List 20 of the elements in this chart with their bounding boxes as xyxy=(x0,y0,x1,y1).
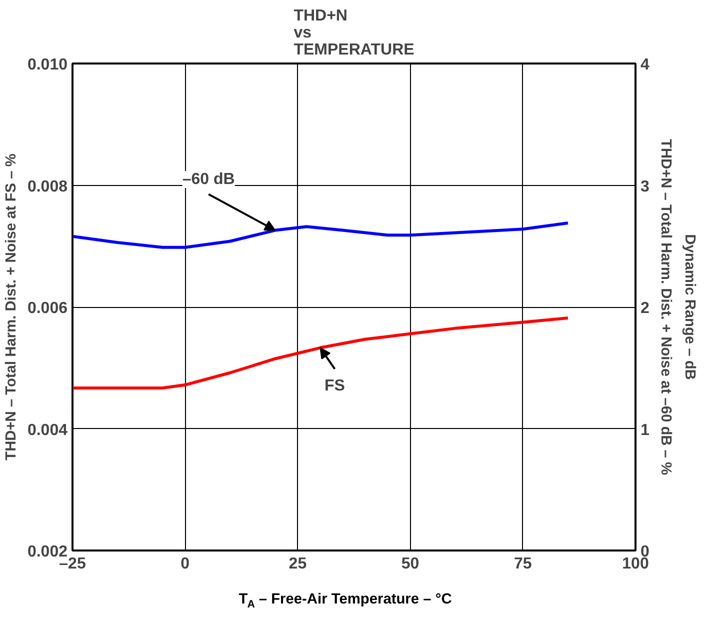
x-tick-label: 75 xyxy=(514,556,532,572)
y-tick-label: 0.006 xyxy=(27,300,68,317)
y-tick-label: 0.008 xyxy=(27,178,68,196)
line-series xyxy=(72,316,570,390)
y2-tick-label: 4 xyxy=(640,56,650,74)
y2-axis-title: THD+N – Total Harm. Dist. + Noise at –60 dB – % xyxy=(657,138,674,476)
text: –60 dB xyxy=(182,170,235,188)
y2-tick-label: 3 xyxy=(640,178,650,196)
y3-axis-title: Dynamic Range – dB xyxy=(682,234,698,380)
y-axis-title: THD+N – Total Harm. Dist. + Noise at FS – % xyxy=(3,154,20,460)
y-tick-label: 0.004 xyxy=(27,422,68,439)
chart-title: THD+N vs TEMPERATURE xyxy=(294,8,415,58)
x-tick-label: 25 xyxy=(288,556,307,572)
x-tick-label: 0 xyxy=(180,556,190,572)
x-tick-label: 50 xyxy=(401,556,420,572)
y2-tick-label: 1 xyxy=(640,422,650,439)
y-tick-label: 0.010 xyxy=(27,56,68,74)
y2-tick-label: 2 xyxy=(640,300,650,317)
series-label: FS xyxy=(324,377,346,394)
line-series xyxy=(72,221,570,249)
